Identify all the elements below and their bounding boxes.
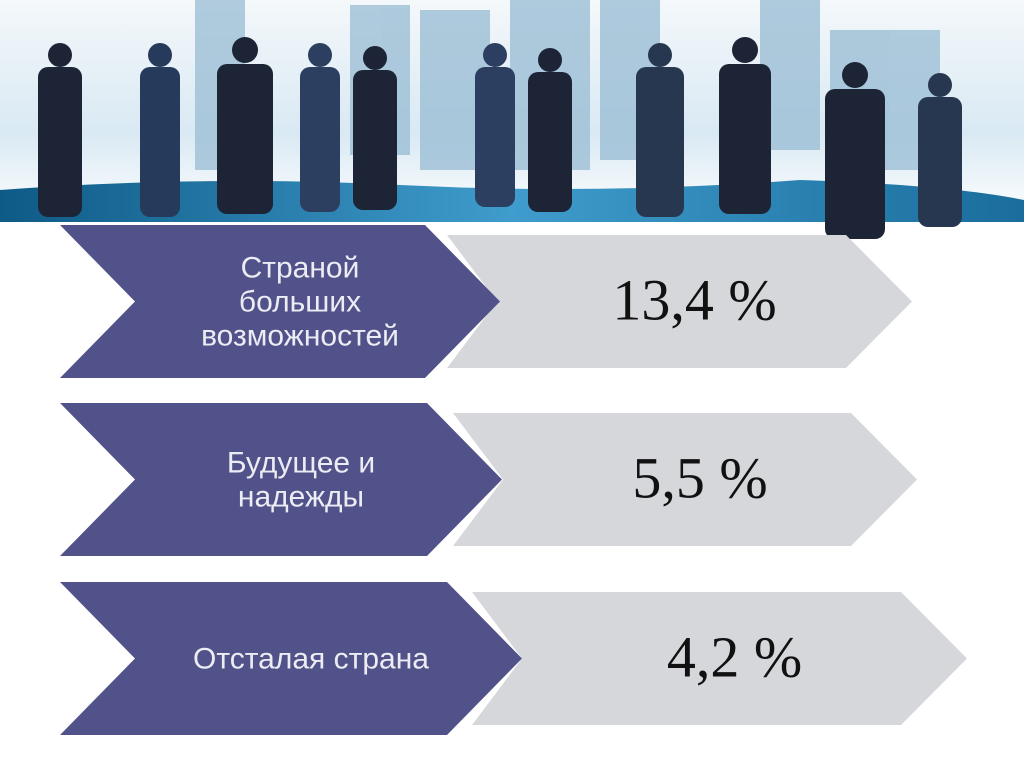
- row-label: Отсталая страна: [193, 643, 429, 676]
- value-chevron: [472, 592, 967, 725]
- row-label: Будущее и: [227, 447, 375, 480]
- label-chevron: [60, 225, 500, 378]
- row-value: 13,4 %: [612, 268, 776, 333]
- label-chevron: [60, 582, 522, 735]
- label-chevron: [60, 403, 502, 556]
- row-value: 5,5 %: [632, 446, 767, 511]
- row-label: Страной: [241, 252, 360, 285]
- value-chevron: [447, 235, 912, 368]
- row-label: надежды: [238, 481, 364, 514]
- value-chevron: [453, 413, 917, 546]
- header-image: [0, 0, 1024, 239]
- row-label: больших: [239, 286, 361, 319]
- row-value: 4,2 %: [667, 625, 802, 690]
- row-label: возможностей: [201, 320, 399, 353]
